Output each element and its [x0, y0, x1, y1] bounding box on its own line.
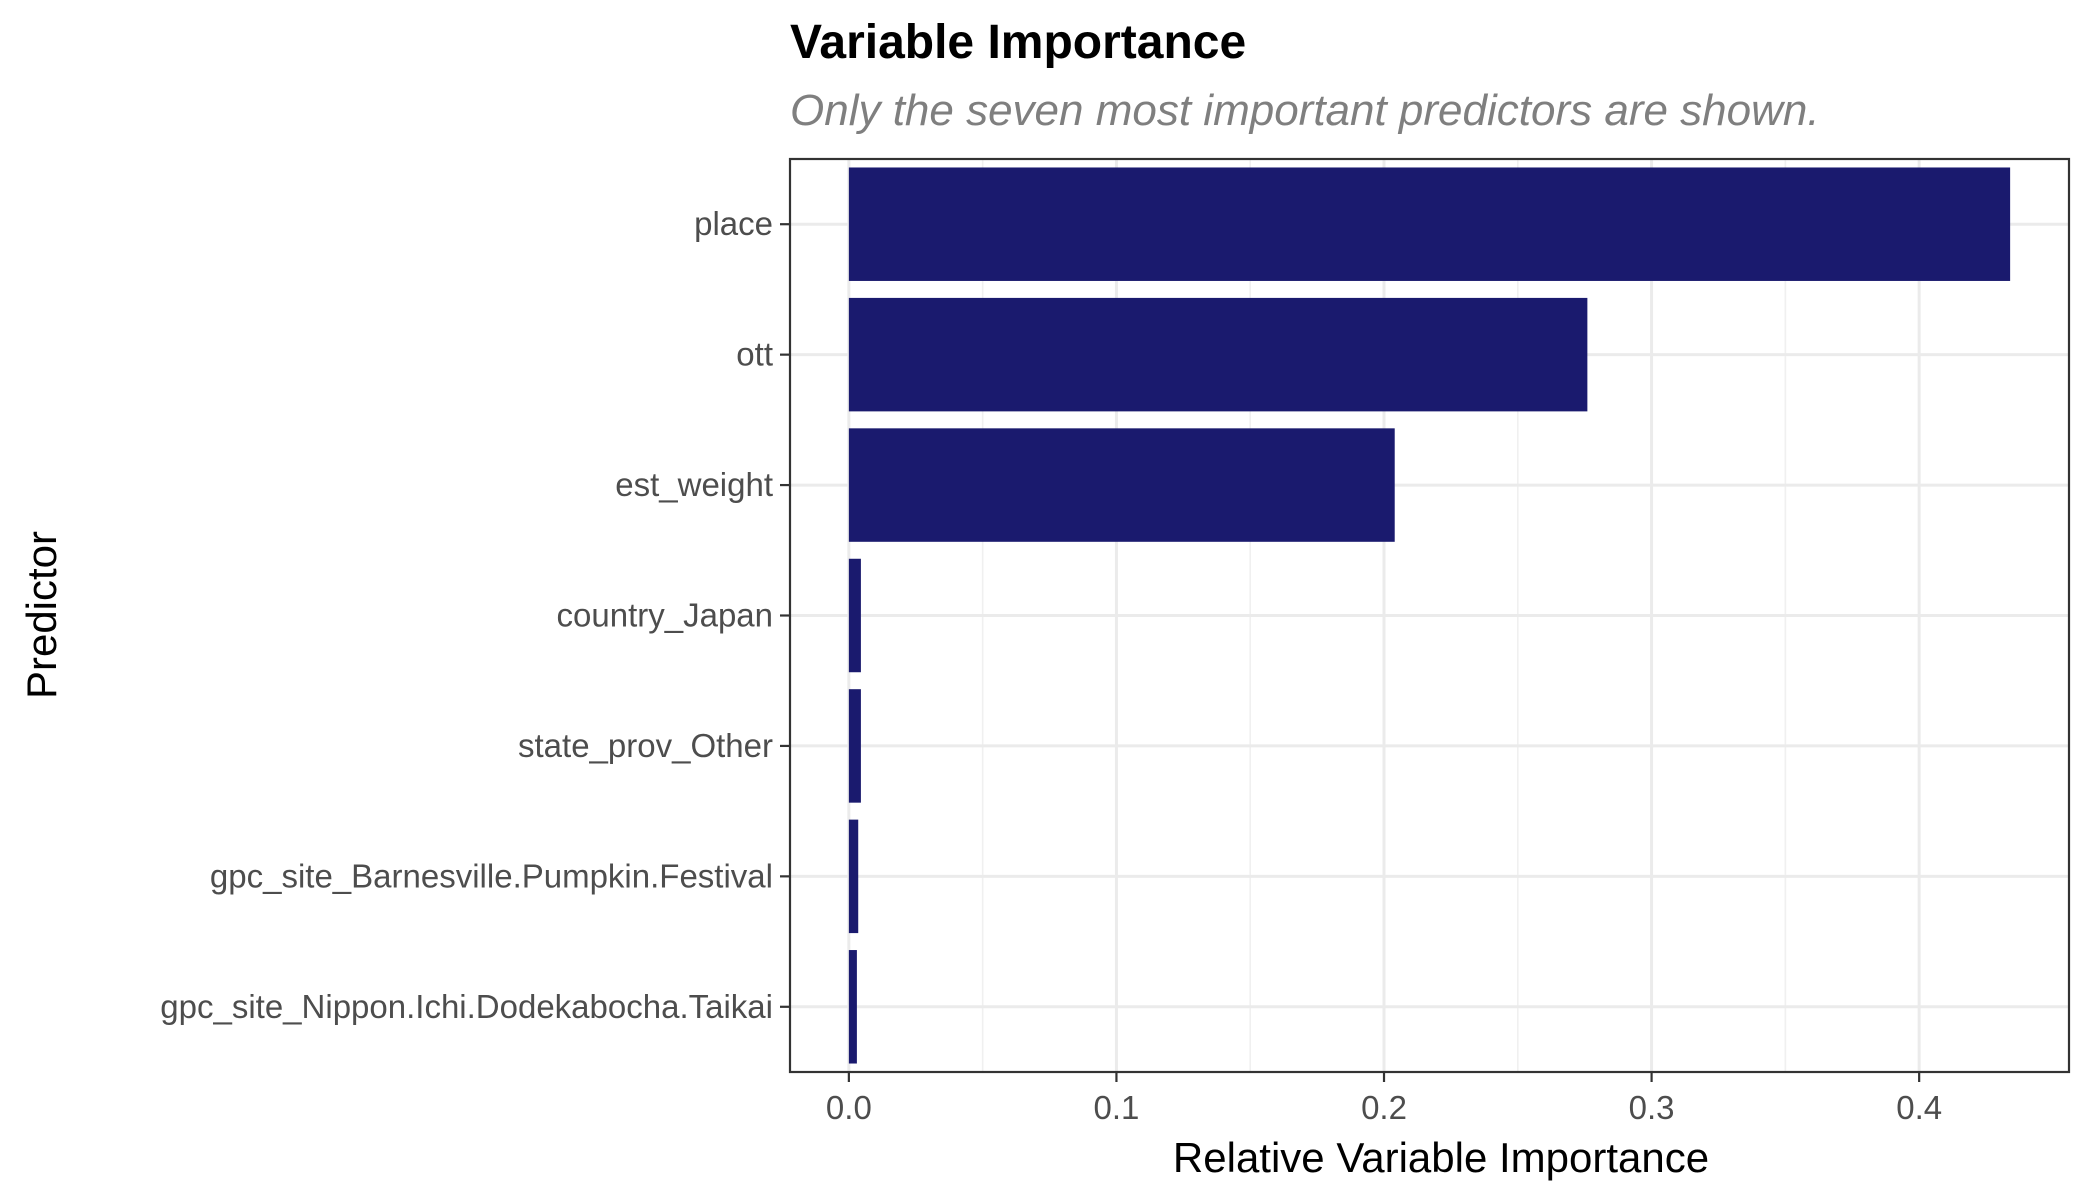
y-tick-label: gpc_site_Nippon.Ichi.Dodekabocha.Taikai: [160, 988, 773, 1025]
x-tick-label: 0.3: [1629, 1089, 1675, 1126]
bar-gpc_site_Nippon.Ichi.Dodekabocha.Taikai: [848, 950, 857, 1064]
x-tick-label: 0.0: [826, 1089, 872, 1126]
y-tick-label: place: [694, 205, 773, 242]
y-tick-label: ott: [736, 336, 773, 373]
bar-place: [848, 167, 2011, 281]
bar-est_weight: [848, 428, 1395, 542]
x-axis-title: Relative Variable Importance: [1173, 1134, 1709, 1181]
y-tick-label: state_prov_Other: [518, 727, 773, 764]
bar-state_prov_Other: [848, 689, 861, 803]
x-axis: 0.0 0.1 0.2 0.3 0.4: [826, 1072, 1942, 1126]
x-tick-label: 0.1: [1094, 1089, 1140, 1126]
y-axis: place ott est_weight country_Japan state_pro…: [160, 205, 790, 1025]
y-tick-label: gpc_site_Barnesville.Pumpkin.Festival: [210, 857, 773, 894]
y-tick-label: country_Japan: [557, 597, 773, 634]
y-tick-label: est_weight: [615, 466, 773, 503]
bar-gpc_site_Barnesville.Pumpkin.Festival: [848, 819, 859, 934]
bar-country_Japan: [848, 558, 861, 673]
bar-ott: [848, 297, 1588, 412]
chart-title: Variable Importance: [790, 16, 1246, 69]
chart-subtitle: Only the seven most important predictors…: [790, 86, 1820, 135]
x-tick-label: 0.4: [1896, 1089, 1942, 1126]
bar-layer: [848, 167, 2011, 1064]
grid-layer: [790, 159, 2069, 1072]
y-axis-title: Predictor: [18, 531, 65, 699]
x-tick-label: 0.2: [1361, 1089, 1407, 1126]
